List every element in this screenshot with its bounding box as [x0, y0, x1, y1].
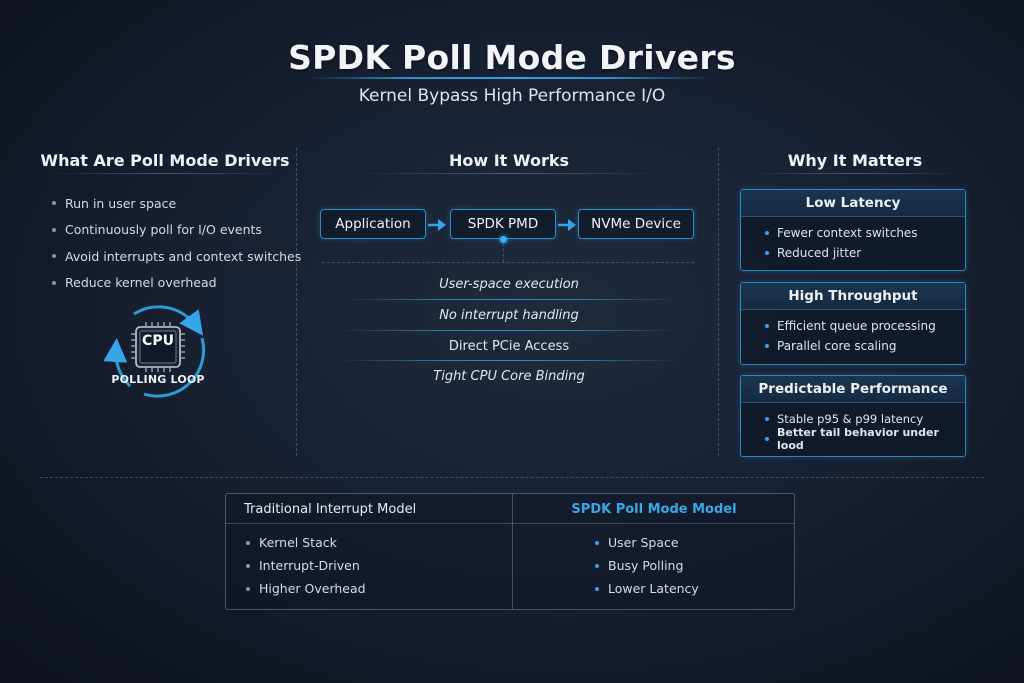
page-subtitle: Kernel Bypass High Performance I/O: [358, 86, 666, 106]
card-predictable-performance: Predictable Performance Stable p95 & p99…: [740, 375, 966, 457]
heading-rule: [48, 173, 282, 174]
flow-box-application: Application: [320, 209, 426, 239]
page-title: SPDK Poll Mode Drivers: [288, 38, 736, 77]
card-high-throughput: High Throughput Efficient queue processi…: [740, 282, 966, 365]
card-title: Low Latency: [741, 190, 965, 217]
card-title: Predictable Performance: [741, 376, 965, 403]
connector-dot: [500, 236, 507, 243]
section-divider: [40, 477, 984, 478]
table-column-divider: [512, 494, 513, 609]
bullet-icon: [52, 227, 56, 232]
bullet-icon: [52, 254, 56, 259]
list-item: Kernel Stack: [246, 531, 366, 554]
bullet-icon: [595, 540, 599, 545]
list-item: Efficient queue processing: [765, 316, 965, 336]
bullet-icon: [765, 417, 769, 421]
list-item: Busy Polling: [595, 554, 699, 577]
polling-loop-caption: POLLING LOOP: [111, 373, 205, 386]
arrow-right-icon: [428, 219, 446, 231]
traditional-model-title: Traditional Interrupt Model: [244, 502, 417, 517]
flow-box-nvme-device: NVMe Device: [578, 209, 694, 239]
list-item: Parallel core scaling: [765, 336, 965, 356]
cpu-polling-loop-graphic: CPU POLLING LOOP: [104, 300, 212, 400]
why-it-matters-heading: Why It Matters: [787, 151, 923, 170]
bullet-icon: [246, 586, 250, 591]
table-header-rule: [226, 523, 794, 524]
feature-no-interrupt-handling: No interrupt handling: [439, 308, 579, 323]
feature-direct-pcie-access: Direct PCie Access: [448, 339, 570, 354]
feature-rule: [340, 299, 680, 300]
list-item: Stable p95 & p99 latency: [765, 409, 965, 429]
heading-rule: [356, 173, 662, 174]
bullet-icon: [246, 540, 250, 545]
list-item: Run in user space: [52, 190, 301, 217]
list-item: Reduced jitter: [765, 243, 965, 263]
cpu-polling-loop-icon: [104, 305, 206, 398]
list-item: Fewer context switches: [765, 223, 965, 243]
flow-separator: [322, 262, 694, 263]
list-item: Better tail behavior under lood: [765, 426, 965, 452]
cpu-chip-label: CPU: [142, 333, 174, 349]
traditional-model-list: Kernel Stack Interrupt-Driven Higher Ove…: [246, 531, 366, 600]
bullet-icon: [765, 251, 769, 255]
list-item: User Space: [595, 531, 699, 554]
list-item: Higher Overhead: [246, 577, 366, 600]
list-item: Avoid interrupts and context switches: [52, 243, 301, 270]
pmd-bullet-list: Run in user space Continuously poll for …: [52, 190, 301, 296]
heading-rule: [746, 173, 964, 174]
list-item: Lower Latency: [595, 577, 699, 600]
arrow-right-icon: [558, 219, 576, 231]
column-divider-left: [296, 148, 297, 456]
feature-user-space-execution: User-space execution: [439, 277, 579, 292]
spdk-model-title: SPDK Poll Mode Model: [571, 502, 737, 517]
bullet-icon: [765, 231, 769, 235]
how-it-works-heading: How It Works: [448, 151, 570, 170]
connector-line: [503, 243, 504, 262]
bullet-icon: [765, 437, 769, 441]
feature-rule: [340, 330, 680, 331]
bullet-icon: [765, 344, 769, 348]
title-underline: [310, 77, 710, 79]
bullet-icon: [765, 324, 769, 328]
feature-tight-cpu-core-binding: Tight CPU Core Binding: [433, 369, 585, 384]
bullet-icon: [595, 586, 599, 591]
list-item: Continuously poll for I/O events: [52, 217, 301, 244]
bullet-icon: [52, 201, 56, 206]
column-divider-right: [718, 148, 719, 456]
model-comparison-table: Traditional Interrupt Model SPDK Poll Mo…: [225, 493, 795, 610]
feature-rule: [340, 360, 680, 361]
bullet-icon: [246, 563, 250, 568]
list-item: Interrupt-Driven: [246, 554, 366, 577]
card-title: High Throughput: [741, 283, 965, 310]
list-item: Reduce kernel overhead: [52, 270, 301, 297]
spdk-model-list: User Space Busy Polling Lower Latency: [595, 531, 699, 600]
what-are-pmd-heading: What Are Poll Mode Drivers: [40, 151, 290, 170]
bullet-icon: [595, 563, 599, 568]
flow-box-spdk-pmd: SPDK PMD: [450, 209, 556, 239]
card-low-latency: Low Latency Fewer context switches Reduc…: [740, 189, 966, 271]
bullet-icon: [52, 280, 56, 285]
